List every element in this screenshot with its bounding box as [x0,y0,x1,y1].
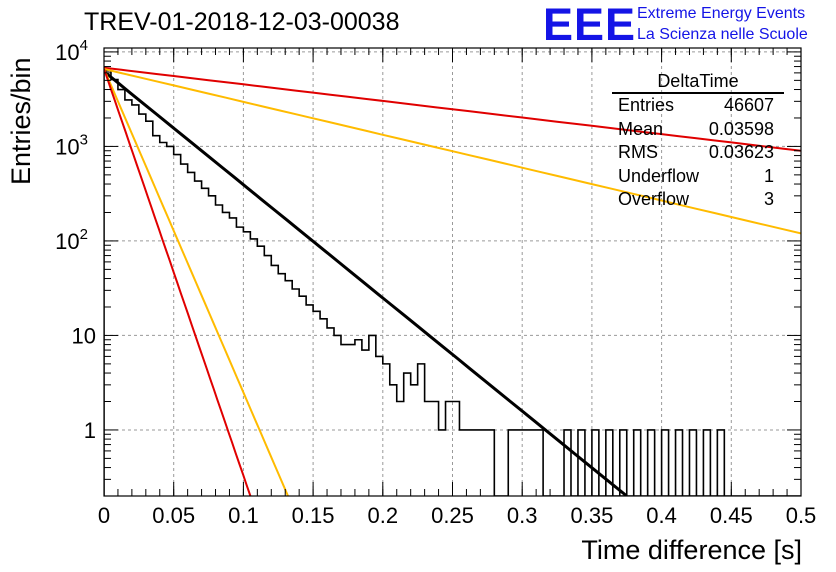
x-axis-title: Time difference [s] [581,535,802,565]
x-tick-label: 0.45 [710,503,753,528]
y-tick-label: 104 [55,37,88,65]
y-tick-label-exponent: 2 [80,226,88,243]
y-axis-title: Entries/bin [6,57,36,185]
x-ticks [103,48,802,496]
histogram-bin [646,429,656,496]
x-tick-label: 0.3 [507,503,538,528]
y-ticks [104,51,801,497]
series-line [104,70,628,496]
histogram-bin [618,429,628,496]
stats-row-mean: Mean 0.03598 [612,118,784,142]
series-line [104,68,801,235]
stats-box: DeltaTime Entries 46607 Mean 0.03598 RMS… [612,72,784,212]
series-line [104,68,252,496]
y-tick-label: 10 [72,323,96,348]
logo-line-2: La Scienza nelle Scuole [637,26,808,43]
stats-label: Entries [618,95,675,115]
x-tick-label: 0.5 [786,503,817,528]
stats-value: 0.03598 [708,118,774,139]
x-tick-label: 0.25 [431,503,474,528]
x-tick-label: 0.1 [228,503,259,528]
x-tick-label: 0.35 [570,503,613,528]
eee-logo: EEE [543,0,637,50]
y-tick-label-exponent: 3 [80,131,88,148]
eee-logo-text: Extreme Energy Events La Scienza nelle S… [637,3,808,45]
y-tick-label: 102 [55,226,88,254]
histogram-bin [591,429,600,496]
y-tick-label-exponent: 4 [80,37,88,54]
stats-value: 46607 [723,95,774,115]
stats-value: 1 [763,165,774,186]
stats-row-underflow: Underflow 1 [612,165,784,189]
series-line [104,66,801,152]
chart-title: TREV-01-2018-12-03-00038 [84,8,400,36]
stats-value: 3 [763,189,774,209]
y-tick-label: 103 [55,131,88,159]
x-tick-label: 0 [98,503,110,528]
x-tick-label: 0.05 [152,503,195,528]
stats-label: Overflow [618,189,690,209]
logo-line-1: Extreme Energy Events [637,5,806,22]
histogram-bin [688,429,698,496]
stats-row-entries: Entries 46607 [612,94,784,118]
stats-title: DeltaTime [612,72,784,94]
histogram-bin [660,429,670,496]
stats-row-overflow: Overflow 3 [612,188,784,212]
x-tick-label: 0.15 [292,503,335,528]
histogram-bin [702,429,712,496]
histogram-bin [674,429,684,496]
stats-row-rms: RMS 0.03623 [612,141,784,165]
histogram [104,70,801,496]
stats-label: RMS [618,142,658,162]
stats-value: 0.03623 [708,142,774,162]
stats-label: Mean [618,118,664,139]
histogram-bin [716,429,726,496]
x-tick-label: 0.2 [368,503,399,528]
histogram-bin [605,429,614,496]
y-tick-label: 1 [84,418,96,443]
histogram-bin [632,429,642,496]
stats-label: Underflow [618,165,700,186]
plot-area [104,66,801,496]
x-tick-label: 0.4 [646,503,677,528]
series-line [104,68,289,496]
